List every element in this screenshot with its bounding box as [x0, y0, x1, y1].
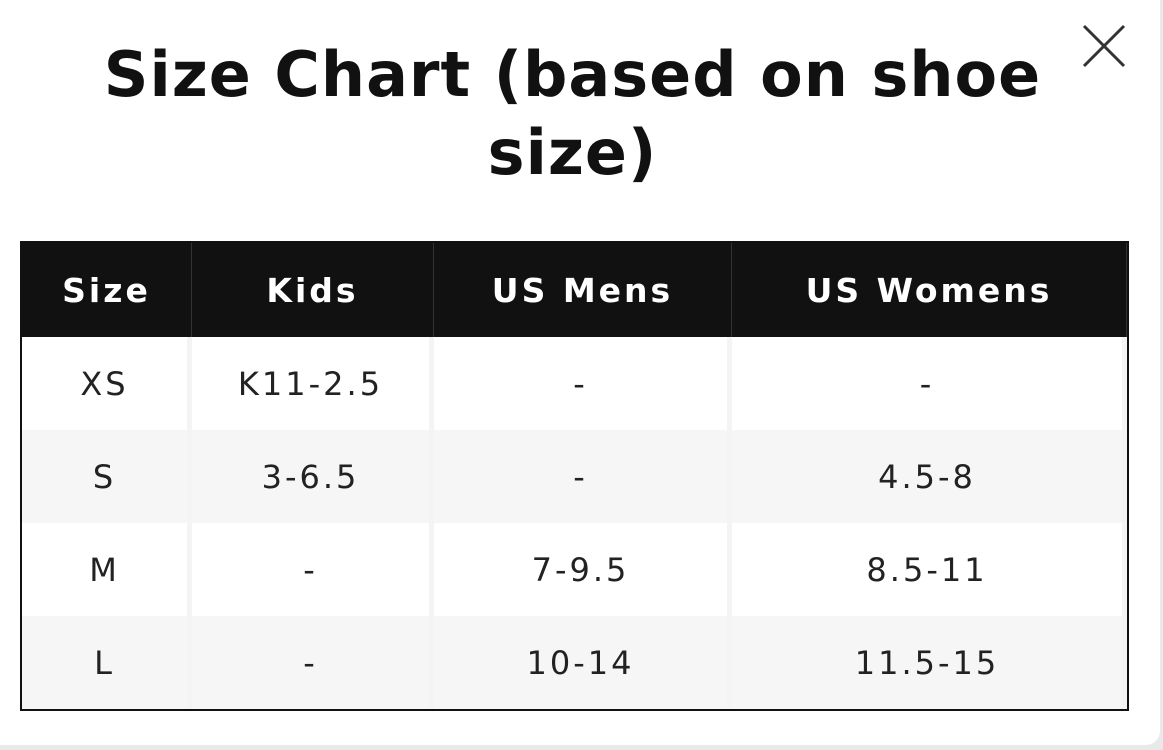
close-icon: [1082, 24, 1126, 68]
table-cell: -: [192, 523, 434, 616]
header-cell: US Mens: [434, 243, 732, 337]
table-cell: M: [22, 523, 192, 616]
table-cell: 3-6.5: [192, 430, 434, 523]
table-row: XS K11-2.5- -: [22, 337, 1127, 430]
title: Size Chart (based on shoe size): [103, 38, 1042, 189]
header-cell: US Womens: [732, 243, 1127, 337]
table-cell: S: [22, 430, 192, 523]
table-cell: -: [434, 337, 732, 430]
table-row: L -10-14 11.5-15: [22, 616, 1127, 709]
size-table: Size Kids US Mens US Womens XS K11-2.5- - S 3-6…: [20, 241, 1129, 711]
table-cell: K11-2.5: [192, 337, 434, 430]
table-cell: -: [434, 430, 732, 523]
table-cell: XS: [22, 337, 192, 430]
header-row: Size Kids US Mens US Womens: [22, 243, 1127, 337]
table-cell: 11.5-15: [732, 616, 1127, 709]
table-row: M -7-9.5 8.5-11: [22, 523, 1127, 616]
header-cell: Size: [22, 243, 192, 337]
table-cell: 10-14: [434, 616, 732, 709]
table-cell: 8.5-11: [732, 523, 1127, 616]
header-cell: Kids: [192, 243, 434, 337]
table-cell: 7-9.5: [434, 523, 732, 616]
table-cell: 4.5-8: [732, 430, 1127, 523]
table-cell: -: [192, 616, 434, 709]
close-button[interactable]: [1080, 22, 1128, 70]
table-cell: -: [732, 337, 1127, 430]
table-body: XS K11-2.5- - S 3-6.5-4.5-8 M -7-9.5 8.5-11 L -10…: [22, 337, 1127, 709]
table-row: S 3-6.5-4.5-8: [22, 430, 1127, 523]
table-cell: L: [22, 616, 192, 709]
